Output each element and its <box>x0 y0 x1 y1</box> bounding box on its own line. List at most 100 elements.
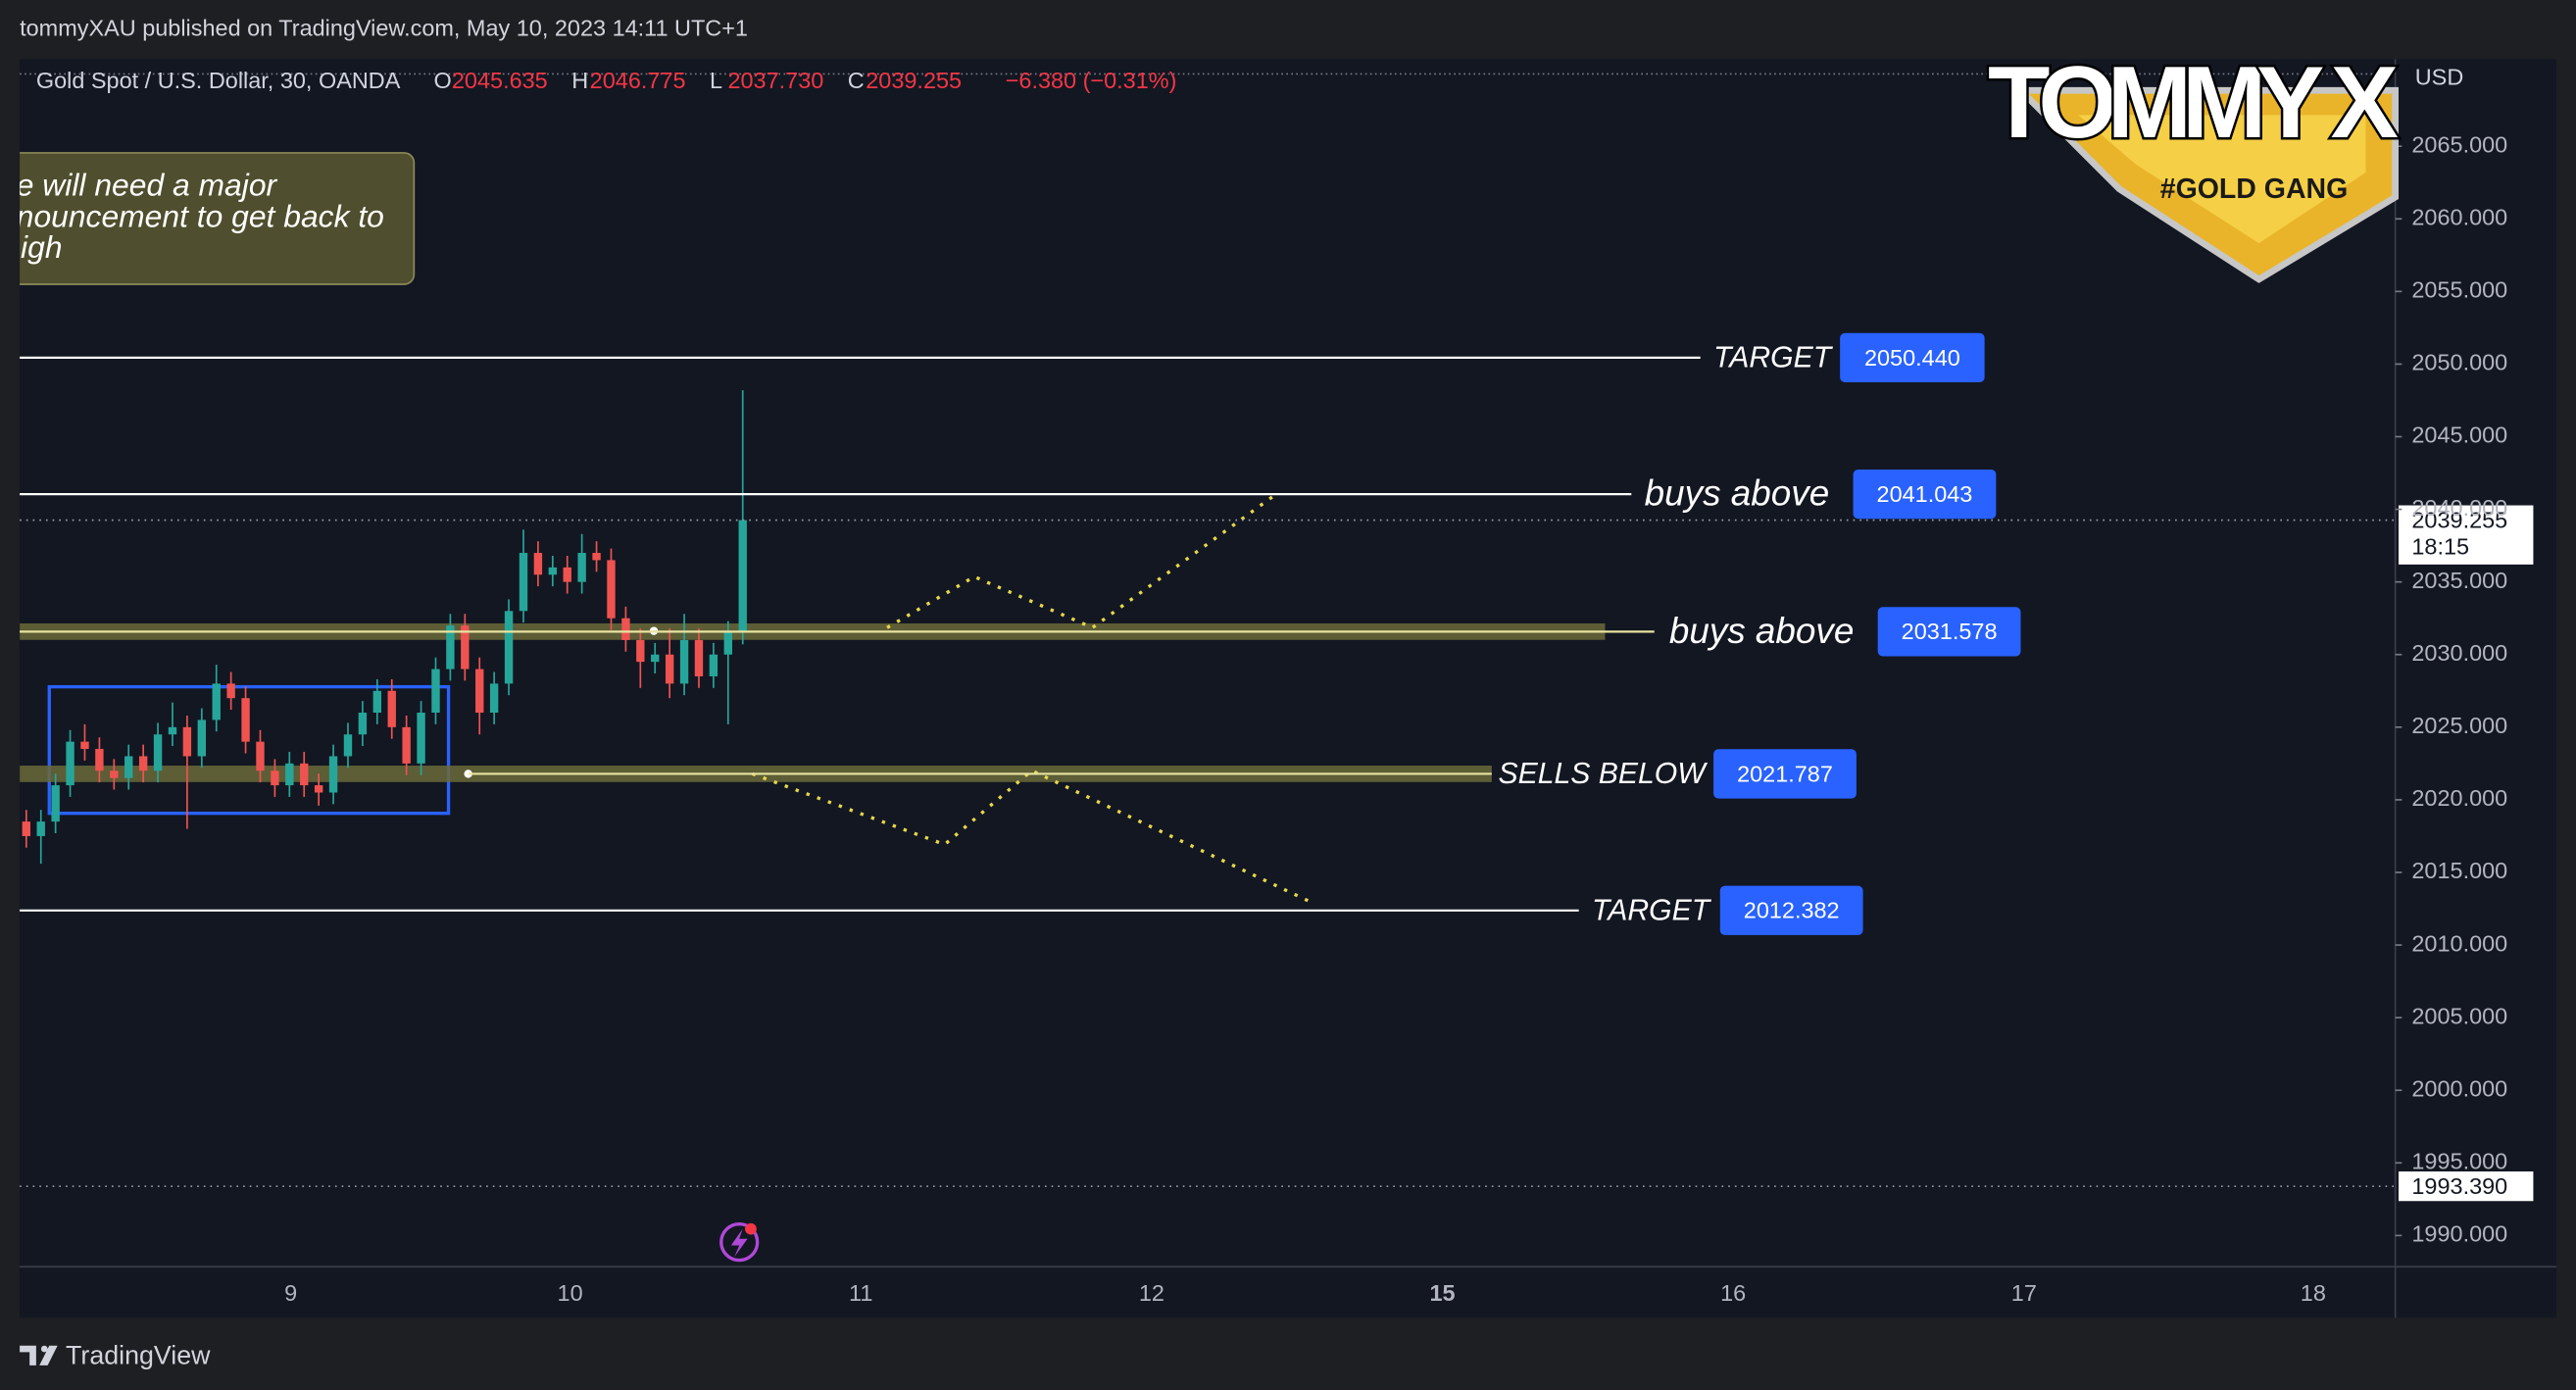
level-tag <box>1840 332 1985 383</box>
candle-body <box>709 654 718 676</box>
x-tick-label: 16 <box>1720 1280 1746 1306</box>
alert-icon <box>719 1222 760 1263</box>
note-line: e will need a major <box>17 168 278 203</box>
ohlc-value: 2046.775 <box>590 68 686 93</box>
ohlc-key: H <box>571 68 588 93</box>
ohlc-key: O <box>433 68 451 93</box>
candle-body <box>168 726 177 735</box>
alert-ring <box>719 1222 760 1263</box>
y-tick-label: 2000.000 <box>2411 1075 2507 1101</box>
y-tick-label: 2025.000 <box>2411 713 2507 738</box>
level-label: TARGET <box>1713 342 1834 374</box>
level-tag-label: 2012.382 <box>1744 898 1840 923</box>
y-tick-label: 2040.000 <box>2411 495 2507 521</box>
ohlc-value: 2037.730 <box>727 68 823 93</box>
candle-body <box>271 770 279 786</box>
candle-body <box>461 625 470 670</box>
ohlc-value: 2045.635 <box>452 68 548 93</box>
price-tag-time: 18:15 <box>2411 533 2469 559</box>
logo-title: TOMMY X <box>1988 46 2399 160</box>
legend: Gold Spot / U.S. Dollar, 30, OANDA O 2045.… <box>36 68 1177 93</box>
y-tick-label: 2050.000 <box>2411 350 2507 375</box>
y-tick-label: 2030.000 <box>2411 640 2507 666</box>
candle-body <box>95 749 104 771</box>
candle-body <box>723 632 733 655</box>
candle-body <box>665 654 674 684</box>
x-tick-label: 17 <box>2011 1280 2037 1306</box>
candle-body <box>22 821 31 836</box>
level-tag-label: 2050.440 <box>1864 345 1960 371</box>
x-tick-label: 18 <box>2301 1280 2326 1306</box>
candle-body <box>300 763 309 786</box>
x-tick-label: 11 <box>849 1280 872 1306</box>
x-tick-label: 15 <box>1429 1280 1455 1306</box>
candle-body <box>577 553 586 582</box>
price-tag <box>2398 1171 2534 1202</box>
level-label: SELLS BELOW <box>1499 758 1709 790</box>
candle-body <box>343 734 353 757</box>
x-tick-label: 12 <box>1139 1280 1164 1306</box>
candle-body <box>241 698 250 742</box>
level-label: buys above <box>1645 473 1830 514</box>
x-tick-label: 9 <box>284 1280 297 1306</box>
level-tag <box>1877 607 2021 657</box>
symbol: Gold Spot / U.S. Dollar, 30, OANDA <box>36 68 401 93</box>
y-tick-label: 1990.000 <box>2411 1221 2507 1247</box>
footer-brand: TradingView <box>66 1341 211 1370</box>
y-tick-label: 1995.000 <box>2411 1149 2507 1174</box>
candle-body <box>402 726 411 764</box>
candle-body <box>182 726 192 757</box>
candle-body <box>138 756 148 771</box>
candle-body <box>504 611 514 684</box>
price-tag-label: 2039.255 <box>2411 507 2507 532</box>
note-box <box>0 152 416 285</box>
level-label: TARGET <box>1592 894 1712 926</box>
candle-body <box>519 553 528 612</box>
levels: TARGET 2050.440 buys above 2041.043 buys abo… <box>20 332 2534 1202</box>
note-clip <box>0 147 21 296</box>
level-label: buys above <box>1669 611 1855 651</box>
candle-body <box>475 669 484 714</box>
candle-body <box>197 720 207 757</box>
price-axis: 2065.000 2060.000 2055.000 2050.000 2045.000… <box>2395 131 2507 1247</box>
candle-body <box>592 553 601 561</box>
price-tag <box>2398 505 2534 565</box>
candle-body <box>51 785 60 822</box>
candle-body <box>607 560 616 619</box>
x-tick-label: 10 <box>558 1280 583 1306</box>
footer: TradingView <box>20 1341 211 1370</box>
candle-body <box>694 639 704 676</box>
logo-gold <box>2078 115 2366 244</box>
y-tick-label: 2060.000 <box>2411 204 2507 229</box>
y-tick-label: 2065.000 <box>2411 131 2507 157</box>
level-tag <box>1853 469 1997 520</box>
candle-body <box>66 741 74 786</box>
level-tag <box>1719 885 1863 935</box>
logo-subtitle: #GOLD GANG <box>2160 174 2349 205</box>
candle-body <box>124 756 133 778</box>
candle-body <box>328 756 338 793</box>
alert-bolt <box>730 1228 748 1258</box>
ohlc-value: 2039.255 <box>866 68 962 93</box>
tv-logo-dot <box>40 1345 48 1353</box>
y-tick-label: 2005.000 <box>2411 1003 2507 1028</box>
candle-body <box>80 741 89 750</box>
level-tag <box>1713 749 1857 799</box>
ohlc-key: L <box>710 68 722 93</box>
candle-body <box>651 654 660 663</box>
candle-body <box>314 785 323 793</box>
candle-body <box>489 683 499 714</box>
y-tick-label: 2055.000 <box>2411 277 2507 303</box>
candle-body <box>212 683 221 720</box>
y-tick-label: 2020.000 <box>2411 785 2507 811</box>
candle-body <box>110 770 119 778</box>
candle-body <box>533 553 543 575</box>
note-line: nouncement to get back to <box>17 198 384 233</box>
published-text: tommyXAU published on TradingView.com, M… <box>20 15 748 40</box>
candle-body <box>679 639 689 684</box>
level-tag-label: 2041.043 <box>1877 481 1973 507</box>
candle-body <box>358 713 368 735</box>
y-tick-label: 2010.000 <box>2411 930 2507 956</box>
